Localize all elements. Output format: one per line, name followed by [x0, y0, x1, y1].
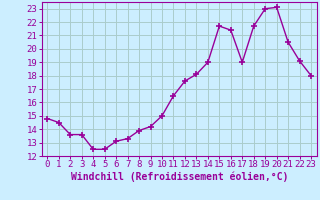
X-axis label: Windchill (Refroidissement éolien,°C): Windchill (Refroidissement éolien,°C) [70, 172, 288, 182]
